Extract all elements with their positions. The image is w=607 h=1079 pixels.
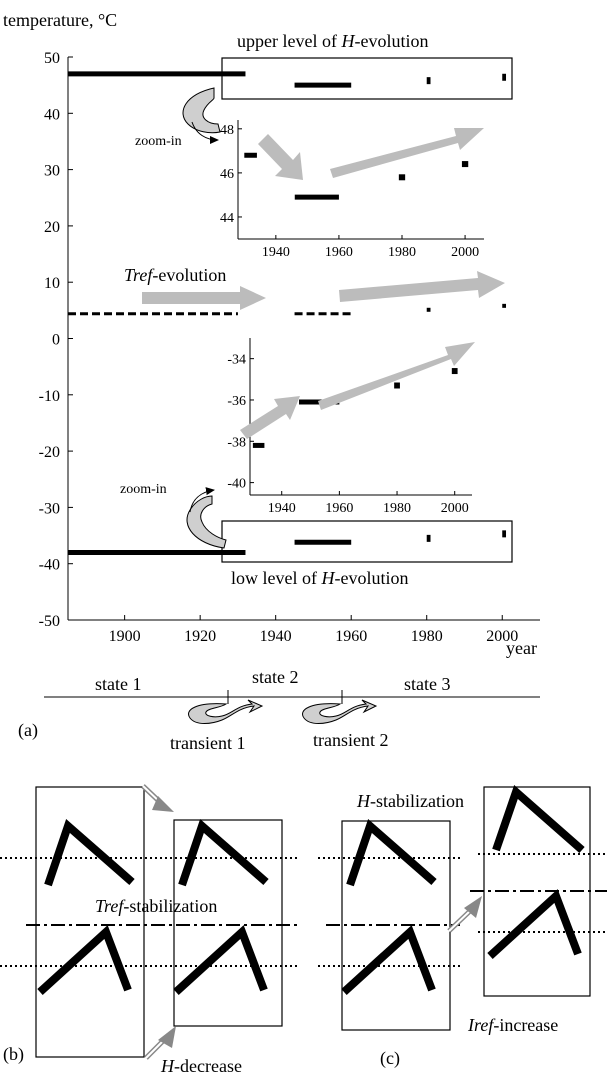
inset-lower-x-tick-label: 1960 [325, 501, 353, 516]
inset-lower-arrow-2 [318, 342, 475, 410]
y-tick-label: -40 [39, 557, 60, 574]
y-axis-label: temperature, °C [3, 10, 117, 30]
x-tick-label: 1940 [260, 628, 292, 645]
diagram-b-hysteresis-3 [178, 819, 269, 887]
x-tick-label: 1900 [109, 628, 141, 645]
tref-evolution-label: Tref-evolution [124, 265, 226, 285]
transient-1-curl [188, 699, 264, 724]
main-series [68, 71, 507, 555]
x-tick-label: 1920 [184, 628, 216, 645]
panel-a-label: (a) [18, 720, 38, 741]
inset-lower-y-tick-label: -36 [227, 394, 246, 409]
tref-arrow-1 [142, 286, 266, 310]
panel-b-label: (b) [3, 1044, 24, 1065]
inset-upper-x-tick-label: 1980 [388, 245, 416, 260]
inset-upper: 48 46 44 1940 1960 1980 2000 [220, 120, 484, 260]
inset-upper-y-tick-label: 46 [220, 167, 234, 182]
y-ticks: 50 40 30 20 10 0 -10 -20 -30 -40 -50 [39, 50, 73, 630]
upper-level-box [221, 57, 513, 100]
diagram-c-hysteresis-1 [346, 819, 437, 887]
x-axis-label: year [506, 638, 537, 658]
inset-lower-y-tick-label: -38 [227, 435, 246, 450]
inset-upper-x-tick-label: 2000 [451, 245, 479, 260]
inset-lower: -34 -36 -38 -40 1940 1960 1980 2000 [227, 338, 475, 516]
diagram-b-arrow-top [141, 784, 174, 812]
inset-upper-y-tick-label: 44 [220, 211, 234, 226]
y-tick-label: 0 [52, 332, 60, 349]
state-2-label: state 2 [252, 667, 299, 687]
h-stabilization-label: H-stabilization [356, 791, 464, 811]
inset-upper-arrow-down [258, 134, 303, 180]
diagram-c-hysteresis-3 [492, 785, 585, 854]
y-tick-label: 40 [44, 106, 60, 123]
y-tick-label: -10 [39, 388, 60, 405]
y-tick-label: -30 [39, 500, 60, 517]
diagram-c-box-left [341, 820, 451, 1031]
low-level-label: low level of H-evolution [231, 568, 408, 588]
inset-lower-x-tick-label: 2000 [441, 501, 469, 516]
y-tick-label: 20 [44, 219, 60, 236]
inset-lower-y-tick-label: -34 [227, 353, 246, 368]
diagram-b: Tref-stabilization H-decrease (b) [0, 784, 300, 1076]
diagram-c: H-stabilization Iref-increase (c) [318, 785, 607, 1069]
y-tick-label: -50 [39, 613, 60, 630]
tref-stabilization-label: Tref-stabilization [95, 896, 217, 916]
iref-increase-label: Iref-increase [467, 1015, 558, 1035]
inset-lower-x-tick-label: 1940 [268, 501, 296, 516]
inset-upper-y-tick-label: 48 [220, 123, 234, 138]
inset-lower-arrow-1 [240, 396, 300, 439]
upper-level-label: upper level of H-evolution [237, 31, 428, 51]
diagram-c-arrow [447, 896, 482, 933]
x-tick-label: 1980 [411, 628, 443, 645]
inset-lower-y-tick-label: -40 [227, 477, 246, 492]
zoom-in-label-lower: zoom-in [120, 482, 167, 497]
h-decrease-label: H-decrease [160, 1056, 242, 1076]
state-3-label: state 3 [404, 674, 451, 694]
inset-upper-x-tick-label: 1960 [325, 245, 353, 260]
transient-2-label: transient 2 [313, 730, 388, 750]
timeline: state 1 state 2 state 3 (a) transient 1 … [18, 667, 540, 753]
inset-lower-x-tick-label: 1980 [383, 501, 411, 516]
inset-upper-ticks: 48 46 44 1940 1960 1980 2000 [220, 123, 479, 260]
inset-lower-ticks: -34 -36 -38 -40 1940 1960 1980 2000 [227, 353, 468, 516]
y-tick-label: 30 [44, 163, 60, 180]
panel-c-label: (c) [380, 1048, 400, 1069]
zoom-in-curl-lower [186, 487, 227, 549]
diagram-c-hysteresis-2 [341, 925, 436, 995]
zoom-in-label-upper: zoom-in [135, 134, 182, 149]
diagram-c-hysteresis-4 [487, 889, 582, 959]
diagram-b-hysteresis-4 [173, 925, 268, 995]
state-1-label: state 1 [95, 674, 142, 694]
x-ticks: 1900 1920 1940 1960 1980 2000 [109, 615, 518, 645]
inset-upper-x-tick-label: 1940 [262, 245, 290, 260]
inset-upper-series [244, 152, 469, 200]
zoom-in-curl-upper [182, 87, 221, 144]
diagram-b-arrow-bottom [144, 1026, 176, 1060]
y-tick-label: 10 [44, 275, 60, 292]
y-tick-label: 50 [44, 50, 60, 67]
x-tick-label: 1960 [335, 628, 367, 645]
tref-arrow-2 [339, 271, 505, 302]
transient-1-label: transient 1 [170, 733, 245, 753]
transient-2-curl [302, 699, 378, 724]
diagram-b-box-left [35, 786, 145, 1058]
inset-upper-arrow-up [330, 128, 484, 178]
diagram-b-hysteresis-1 [44, 819, 135, 887]
diagram-b-box-right [173, 819, 283, 1027]
lower-level-box [221, 520, 513, 563]
y-tick-label: -20 [39, 444, 60, 461]
diagram-b-hysteresis-2 [37, 925, 132, 995]
x-tick-label: 2000 [486, 628, 518, 645]
